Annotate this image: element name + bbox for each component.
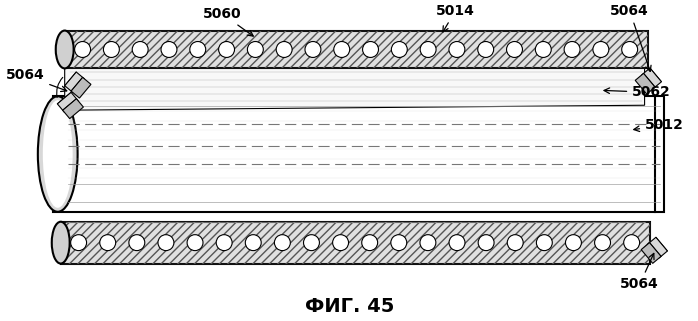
Circle shape [158, 235, 174, 251]
Polygon shape [641, 68, 662, 89]
Circle shape [274, 235, 290, 251]
Circle shape [276, 41, 292, 57]
Circle shape [507, 41, 522, 57]
Circle shape [478, 235, 494, 251]
Circle shape [334, 41, 350, 57]
Circle shape [565, 235, 581, 251]
Text: 5060: 5060 [202, 7, 253, 36]
Circle shape [362, 235, 378, 251]
Circle shape [129, 235, 144, 251]
Circle shape [449, 41, 465, 57]
Polygon shape [65, 30, 648, 68]
Ellipse shape [52, 222, 70, 264]
Circle shape [624, 235, 639, 251]
Circle shape [535, 41, 551, 57]
Circle shape [622, 41, 638, 57]
Text: ФИГ. 45: ФИГ. 45 [306, 297, 395, 316]
Circle shape [593, 41, 609, 57]
Circle shape [218, 41, 235, 57]
Ellipse shape [56, 30, 74, 68]
Text: 5012: 5012 [634, 118, 684, 132]
Circle shape [75, 41, 91, 57]
Circle shape [564, 41, 580, 57]
Circle shape [507, 235, 524, 251]
Circle shape [247, 41, 263, 57]
Circle shape [449, 235, 465, 251]
Circle shape [132, 41, 148, 57]
Circle shape [187, 235, 203, 251]
Circle shape [161, 41, 177, 57]
Polygon shape [641, 243, 661, 263]
Circle shape [304, 235, 320, 251]
Polygon shape [635, 73, 655, 94]
Polygon shape [57, 92, 78, 112]
Circle shape [477, 41, 493, 57]
Circle shape [362, 41, 378, 57]
Polygon shape [648, 237, 667, 258]
Text: 5014: 5014 [436, 4, 475, 32]
Text: 5062: 5062 [604, 85, 671, 99]
Polygon shape [71, 77, 91, 98]
Text: 5064: 5064 [610, 4, 651, 71]
Circle shape [392, 41, 407, 57]
Circle shape [536, 235, 552, 251]
Circle shape [103, 41, 119, 57]
Circle shape [391, 235, 407, 251]
Polygon shape [65, 72, 84, 93]
Circle shape [595, 235, 611, 251]
Circle shape [245, 235, 261, 251]
Text: 5064: 5064 [621, 253, 659, 291]
FancyBboxPatch shape [53, 96, 664, 212]
Circle shape [420, 41, 436, 57]
Polygon shape [61, 222, 650, 264]
Text: 5064: 5064 [6, 68, 67, 91]
Circle shape [420, 235, 436, 251]
Circle shape [70, 235, 87, 251]
Ellipse shape [43, 100, 73, 208]
Circle shape [333, 235, 348, 251]
Circle shape [100, 235, 116, 251]
Circle shape [216, 235, 232, 251]
Circle shape [190, 41, 206, 57]
Circle shape [305, 41, 321, 57]
Polygon shape [65, 68, 644, 110]
Ellipse shape [38, 96, 77, 212]
Polygon shape [63, 99, 83, 118]
